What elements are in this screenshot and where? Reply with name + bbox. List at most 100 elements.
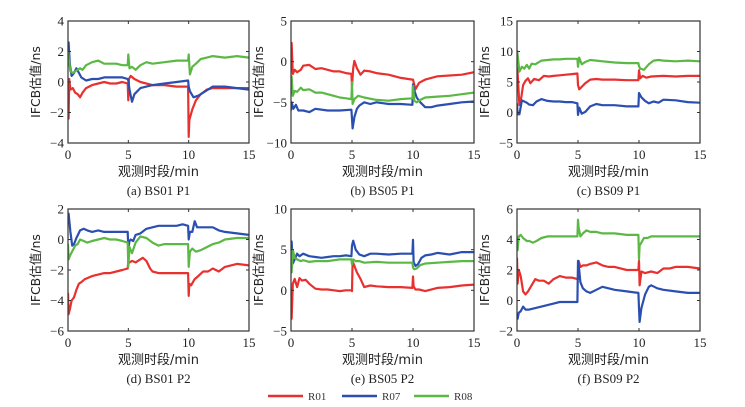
legend: R01 R07 R08	[268, 391, 473, 403]
x-tick-label: 10	[182, 147, 195, 162]
x-tick-label: 10	[182, 335, 195, 350]
plot-frame	[290, 208, 475, 332]
series-line-r07	[68, 212, 249, 250]
x-tick-label: 10	[633, 147, 646, 162]
series-line-r07	[291, 83, 474, 130]
y-axis-label: IFCB估值/ns	[477, 46, 492, 118]
y-tick-label: 4	[507, 232, 514, 247]
plot-frame	[290, 20, 475, 144]
legend-item-r01: R01	[268, 391, 326, 403]
x-tick-label: 5	[575, 147, 582, 162]
series-group	[68, 41, 249, 138]
y-axis-label: IFCB估值/ns	[251, 234, 266, 306]
x-tick-label: 15	[694, 147, 707, 162]
y-tick-label: 5	[281, 14, 288, 29]
panel-d: 0 5 10 15 −6 −4 −2 0 2 观测时段/min IFCB估值/ns (d) BS01 …	[28, 202, 256, 387]
panel-b: 0 5 10 15 −10 −5 0 5 观测时段/min IFCB估值/ns (b) BS05 P…	[251, 14, 481, 199]
series-line-r08	[517, 50, 700, 73]
x-axis-label: 观测时段/min	[342, 165, 423, 180]
series-line-r08	[291, 75, 474, 106]
y-tick-label: 5	[281, 242, 288, 257]
series-group	[517, 218, 700, 323]
y-tick-label: −4	[50, 293, 64, 308]
panel-caption: (e) BS05 P2	[351, 371, 415, 386]
y-tick-label: −5	[273, 95, 287, 110]
y-tick-label: 2	[58, 44, 65, 59]
x-tick-label: 0	[65, 147, 72, 162]
y-axis-label: IFCB估值/ns	[28, 46, 43, 118]
y-tick-label: 0	[507, 105, 514, 120]
y-tick-label: −4	[50, 136, 64, 151]
panel-caption: (c) BS09 P1	[577, 183, 641, 198]
y-tick-label: −6	[50, 324, 64, 339]
y-tick-label: 0	[281, 283, 288, 298]
y-tick-label: 0	[281, 54, 288, 69]
y-tick-label: −5	[499, 136, 513, 151]
series-line-r01	[291, 41, 474, 91]
y-tick-label: −2	[50, 105, 64, 120]
y-axis-label: IFCB估值/ns	[28, 234, 43, 306]
x-tick-label: 15	[468, 335, 481, 350]
x-axis-label: 观测时段/min	[568, 353, 649, 368]
y-axis-label: IFCB估值/ns	[251, 46, 266, 118]
legend-item-r07: R07	[342, 391, 401, 403]
series-group	[291, 41, 474, 130]
y-tick-label: 0	[58, 75, 65, 90]
series-line-r07	[517, 259, 700, 323]
x-tick-label: 0	[514, 335, 521, 350]
plot-frame	[67, 20, 250, 144]
series-group	[517, 50, 700, 116]
x-tick-label: 15	[243, 335, 256, 350]
x-tick-label: 5	[349, 147, 356, 162]
y-tick-label: 10	[500, 44, 513, 59]
legend-label: R08	[454, 391, 473, 403]
panel-a: 0 5 10 15 −4 −2 0 2 4 观测时段/min IFCB估值/ns (a) BS01 P…	[28, 14, 256, 199]
x-tick-label: 10	[407, 335, 420, 350]
series-line-r07	[291, 238, 474, 267]
x-tick-label: 0	[514, 147, 521, 162]
x-axis-label: 观测时段/min	[118, 165, 199, 180]
legend-label: R01	[308, 391, 326, 403]
y-tick-label: 6	[507, 202, 514, 217]
series-line-r01	[517, 257, 700, 296]
y-tick-label: −5	[273, 324, 287, 339]
series-line-r08	[291, 248, 474, 274]
legend-label: R07	[382, 391, 401, 403]
series-line-r01	[291, 260, 474, 320]
series-line-r01	[517, 66, 700, 107]
x-tick-label: 5	[575, 335, 582, 350]
x-tick-label: 0	[288, 147, 295, 162]
x-tick-label: 10	[407, 147, 420, 162]
series-line-r07	[68, 41, 249, 103]
series-line-r08	[517, 218, 700, 261]
x-axis-label: 观测时段/min	[568, 165, 649, 180]
x-axis-label: 观测时段/min	[342, 353, 423, 368]
y-tick-label: 0	[58, 232, 65, 247]
panel-caption: (f) BS09 P2	[577, 371, 639, 386]
panel-caption: (a) BS01 P1	[127, 183, 191, 198]
x-tick-label: 15	[468, 147, 481, 162]
x-tick-label: 0	[65, 335, 72, 350]
y-tick-label: 10	[274, 202, 287, 217]
y-tick-label: −2	[499, 324, 513, 339]
y-tick-label: 2	[507, 263, 514, 278]
series-line-r07	[517, 91, 700, 116]
series-group	[291, 238, 474, 320]
y-tick-label: −10	[267, 136, 287, 151]
legend-item-r08: R08	[414, 391, 473, 403]
y-tick-label: 2	[58, 202, 65, 217]
plot-frame	[516, 208, 701, 332]
x-tick-label: 10	[633, 335, 646, 350]
y-tick-label: −2	[50, 263, 64, 278]
y-tick-label: 0	[507, 293, 514, 308]
x-tick-label: 5	[125, 335, 132, 350]
series-line-r01	[68, 256, 249, 316]
y-tick-label: 15	[500, 14, 513, 29]
x-tick-label: 15	[694, 335, 707, 350]
x-axis-label: 观测时段/min	[118, 353, 199, 368]
panel-caption: (d) BS01 P2	[126, 371, 190, 386]
x-tick-label: 0	[288, 335, 295, 350]
